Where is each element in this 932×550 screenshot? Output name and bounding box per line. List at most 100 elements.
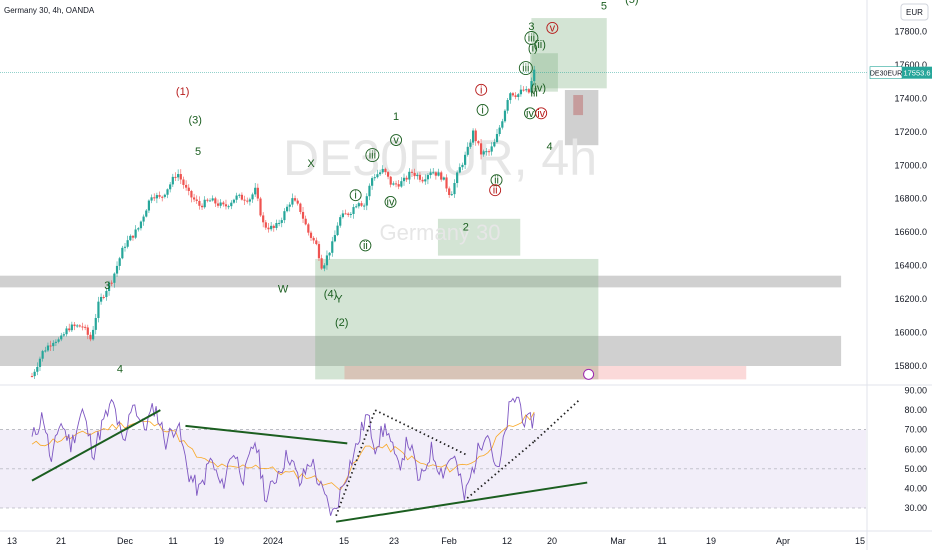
candle-body — [368, 185, 371, 197]
time-axis-tick-14: 19 — [706, 536, 716, 546]
candle-body — [315, 240, 318, 245]
wave-label-17: i — [354, 190, 356, 202]
wave-label-12: 2 — [463, 222, 469, 234]
price-axis-tick-5: 16600.0 — [894, 227, 927, 237]
wave-label-24: ii — [494, 175, 499, 187]
candle-body — [416, 174, 419, 177]
candle-body — [514, 95, 517, 97]
gray-zone-lower — [0, 335, 842, 366]
candle-body — [448, 188, 451, 196]
wave-label-7: W — [278, 283, 289, 295]
candle-body — [371, 178, 374, 186]
candle-body — [246, 200, 249, 202]
candle-body — [283, 211, 286, 221]
candle-body — [434, 172, 437, 176]
candle-body — [373, 177, 376, 179]
candle-body — [262, 215, 265, 223]
candle-body — [54, 341, 58, 343]
candle-body — [365, 196, 368, 206]
wave-circle-18 — [359, 239, 372, 252]
candle-body — [323, 265, 326, 269]
wave-label-15: 5 — [601, 1, 607, 13]
candle-body — [456, 172, 459, 184]
candle-body — [360, 203, 363, 206]
wave-circle-17 — [349, 189, 362, 202]
candle-body — [397, 184, 400, 187]
candle-body — [126, 240, 129, 247]
wave-label-34: v — [550, 22, 556, 34]
wave-label-27: iii — [522, 63, 529, 75]
candle-body — [211, 198, 214, 201]
candle-body — [107, 282, 111, 291]
wave-circle-25 — [489, 184, 502, 197]
candle-body — [437, 172, 440, 176]
candle-body — [405, 177, 408, 180]
candle-body — [490, 146, 493, 152]
wave-label-1: (1) — [176, 86, 189, 98]
candle-body — [482, 151, 485, 155]
watermark-name: Germany 30 — [379, 220, 500, 245]
rsi-trendline-7 — [533, 399, 580, 443]
candle-body — [44, 350, 47, 352]
wave-circle-19 — [365, 148, 380, 163]
candle-body — [155, 195, 158, 199]
candle-body — [378, 172, 382, 175]
time-axis-tick-2: 21 — [56, 536, 66, 546]
candle-body — [94, 317, 97, 330]
wave-label-3: 5 — [195, 146, 201, 158]
candle-body — [92, 329, 95, 340]
candle-body — [235, 195, 238, 200]
wave-label-26: iv — [526, 108, 534, 120]
wave-label-13: 3 — [528, 21, 534, 33]
candle-body — [445, 177, 448, 189]
candle-body — [381, 168, 384, 173]
candle-body — [278, 222, 281, 224]
candle-body — [97, 301, 100, 318]
price-axis-tick-11: 17800.0 — [894, 26, 927, 36]
candle-body — [89, 334, 92, 340]
candle-body — [424, 179, 427, 182]
green-zone-top — [531, 18, 607, 89]
price-axis-tick-9: 17400.0 — [894, 93, 927, 103]
currency-button[interactable]: EUR — [900, 3, 929, 21]
candle-body — [498, 127, 501, 134]
candle-body — [70, 324, 73, 331]
candle-body — [299, 203, 302, 212]
candle-body — [352, 207, 355, 214]
candle-body — [530, 81, 533, 93]
candle-body — [394, 183, 398, 185]
candle-body — [153, 197, 156, 199]
candle-body — [123, 246, 127, 248]
wave-circle-28 — [524, 31, 539, 45]
candle-body — [137, 228, 140, 230]
rsi-axis-tick-7: 90.00 — [904, 386, 927, 396]
candle-body — [38, 358, 42, 367]
candle-body — [163, 194, 166, 197]
candle-body — [169, 184, 172, 190]
time-axis-tick-13: 11 — [657, 536, 666, 546]
candle-body — [461, 164, 464, 168]
price-axis-tick-2: 16000.0 — [894, 328, 927, 338]
candle-body — [224, 204, 228, 207]
candle-body — [501, 121, 504, 128]
rsi-moving-average — [31, 411, 535, 491]
candle-body — [357, 203, 360, 207]
candle-body — [402, 177, 406, 182]
candle-body — [179, 174, 182, 180]
candle-body — [102, 296, 105, 298]
candle-body — [418, 174, 422, 180]
candle-body — [259, 198, 262, 216]
candle-body — [453, 183, 456, 195]
candle-body — [384, 168, 387, 173]
candle-body — [52, 342, 55, 347]
candle-body — [171, 176, 174, 185]
candle-body — [147, 200, 151, 211]
green-zone-wave2 — [315, 258, 599, 380]
rsi-trendline-4 — [335, 409, 377, 517]
time-axis-tick-9: Feb — [441, 536, 457, 546]
time-axis-tick-7: 15 — [339, 536, 349, 546]
candle-body — [429, 172, 432, 176]
candle-body — [105, 290, 108, 298]
candle-body — [275, 222, 278, 228]
